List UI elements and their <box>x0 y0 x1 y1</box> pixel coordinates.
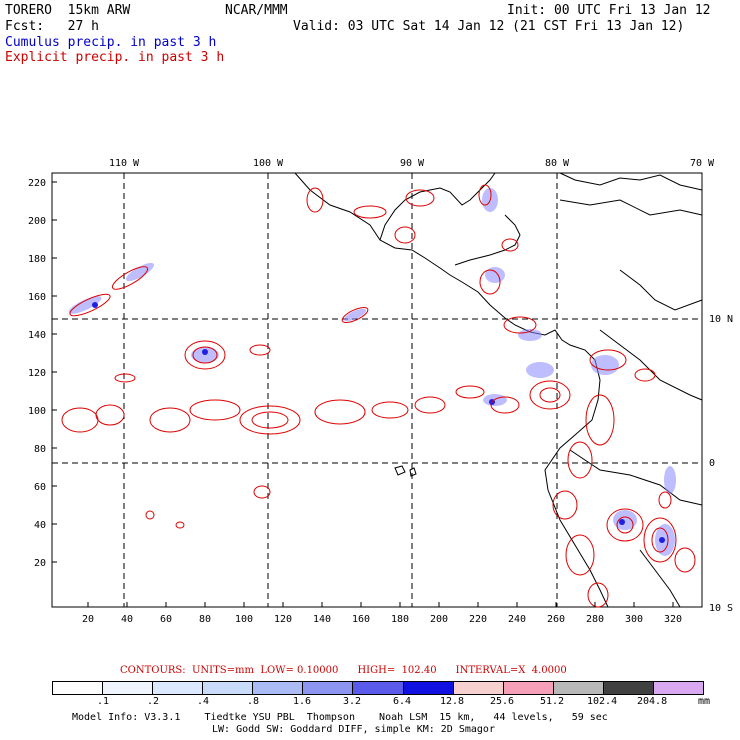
colorbar-box <box>503 682 554 694</box>
colorbar-label: .2 <box>147 696 160 707</box>
lat-label-0: 0 <box>709 458 715 469</box>
colorbar-box <box>353 682 404 694</box>
x-tick-label: 80 <box>199 614 211 625</box>
x-tick-label: 280 <box>586 614 604 625</box>
colorbar-label: 3.2 <box>343 696 362 707</box>
model-info: Model Info: V3.3.1 Tiedtke YSU PBL Thomp… <box>72 712 608 723</box>
model-physics: LW: Godd SW: Goddard DIFF, simple KM: 2D… <box>212 724 495 735</box>
colorbar <box>52 681 704 695</box>
y-tick-label: 180 <box>28 254 46 265</box>
cumulus-precip-title: Cumulus precip. in past 3 h <box>5 35 217 50</box>
colorbar-label: 12.8 <box>440 696 465 707</box>
colorbar-box <box>53 682 104 694</box>
x-tick-label: 60 <box>160 614 172 625</box>
lon-label-90w: 90 W <box>400 158 425 169</box>
colorbar-box <box>603 682 654 694</box>
colorbar-box <box>253 682 304 694</box>
lon-label-70w: 70 W <box>690 158 715 169</box>
x-tick-label: 300 <box>625 614 643 625</box>
lon-label-100w: 100 W <box>253 158 284 169</box>
axis-ticks <box>52 181 674 607</box>
colorbar-box <box>203 682 254 694</box>
y-tick-label: 220 <box>28 178 46 189</box>
x-tick-label: 160 <box>352 614 370 625</box>
colorbar-label: 51.2 <box>540 696 565 707</box>
y-tick-label: 40 <box>34 520 46 531</box>
x-tick-label: 180 <box>391 614 409 625</box>
colorbar-box <box>553 682 604 694</box>
colorbar-label: 6.4 <box>393 696 412 707</box>
explicit-precip-contours <box>61 184 696 608</box>
colorbar-label: .1 <box>97 696 110 707</box>
x-tick-label: 20 <box>82 614 94 625</box>
x-tick-label: 140 <box>313 614 331 625</box>
lon-label-80w: 80 W <box>545 158 570 169</box>
colorbar-box <box>153 682 204 694</box>
colorbar-box <box>303 682 354 694</box>
x-tick-label: 260 <box>547 614 565 625</box>
lat-lon-grid <box>52 173 702 607</box>
x-tick-label: 100 <box>235 614 253 625</box>
y-tick-label: 80 <box>34 444 46 455</box>
colorbar-box <box>103 682 154 694</box>
x-tick-label: 40 <box>121 614 133 625</box>
explicit-precip-title: Explicit precip. in past 3 h <box>5 50 225 65</box>
init-time: Init: 00 UTC Fri 13 Jan 12 <box>507 3 711 18</box>
forecast-hour: Fcst: 27 h <box>5 19 99 34</box>
contours-info: CONTOURS: UNITS=mm LOW= 0.10000 HIGH= 10… <box>120 665 567 676</box>
y-tick-label: 200 <box>28 216 46 227</box>
y-tick-label: 120 <box>28 368 46 379</box>
y-tick-label: 140 <box>28 330 46 341</box>
map-frame <box>51 172 703 608</box>
lat-label-10n: 10 N <box>709 314 733 325</box>
x-tick-label: 200 <box>430 614 448 625</box>
colorbar-unit: mm <box>698 696 711 707</box>
colorbar-box <box>453 682 504 694</box>
y-tick-label: 60 <box>34 482 46 493</box>
model-title: TORERO 15km ARW <box>5 3 131 18</box>
y-tick-label: 100 <box>28 406 46 417</box>
organization-label: NCAR/MMM <box>225 3 288 18</box>
colorbar-label: 204.8 <box>637 696 668 707</box>
lat-label-10s: 10 S <box>709 603 733 614</box>
colorbar-label: 1.6 <box>293 696 312 707</box>
x-tick-label: 320 <box>664 614 682 625</box>
x-tick-label: 120 <box>274 614 292 625</box>
colorbar-label: .4 <box>197 696 210 707</box>
y-tick-label: 20 <box>34 558 46 569</box>
colorbar-label: .8 <box>247 696 260 707</box>
y-tick-label: 160 <box>28 292 46 303</box>
colorbar-label: 25.6 <box>490 696 515 707</box>
colorbar-label: 102.4 <box>587 696 618 707</box>
valid-time: Valid: 03 UTC Sat 14 Jan 12 (21 CST Fri … <box>293 19 685 34</box>
lon-label-110w: 110 W <box>109 158 140 169</box>
colorbar-box <box>403 682 454 694</box>
x-tick-label: 220 <box>469 614 487 625</box>
cumulus-precip-cores <box>92 302 665 543</box>
colorbar-box <box>653 682 704 694</box>
x-tick-label: 240 <box>508 614 526 625</box>
